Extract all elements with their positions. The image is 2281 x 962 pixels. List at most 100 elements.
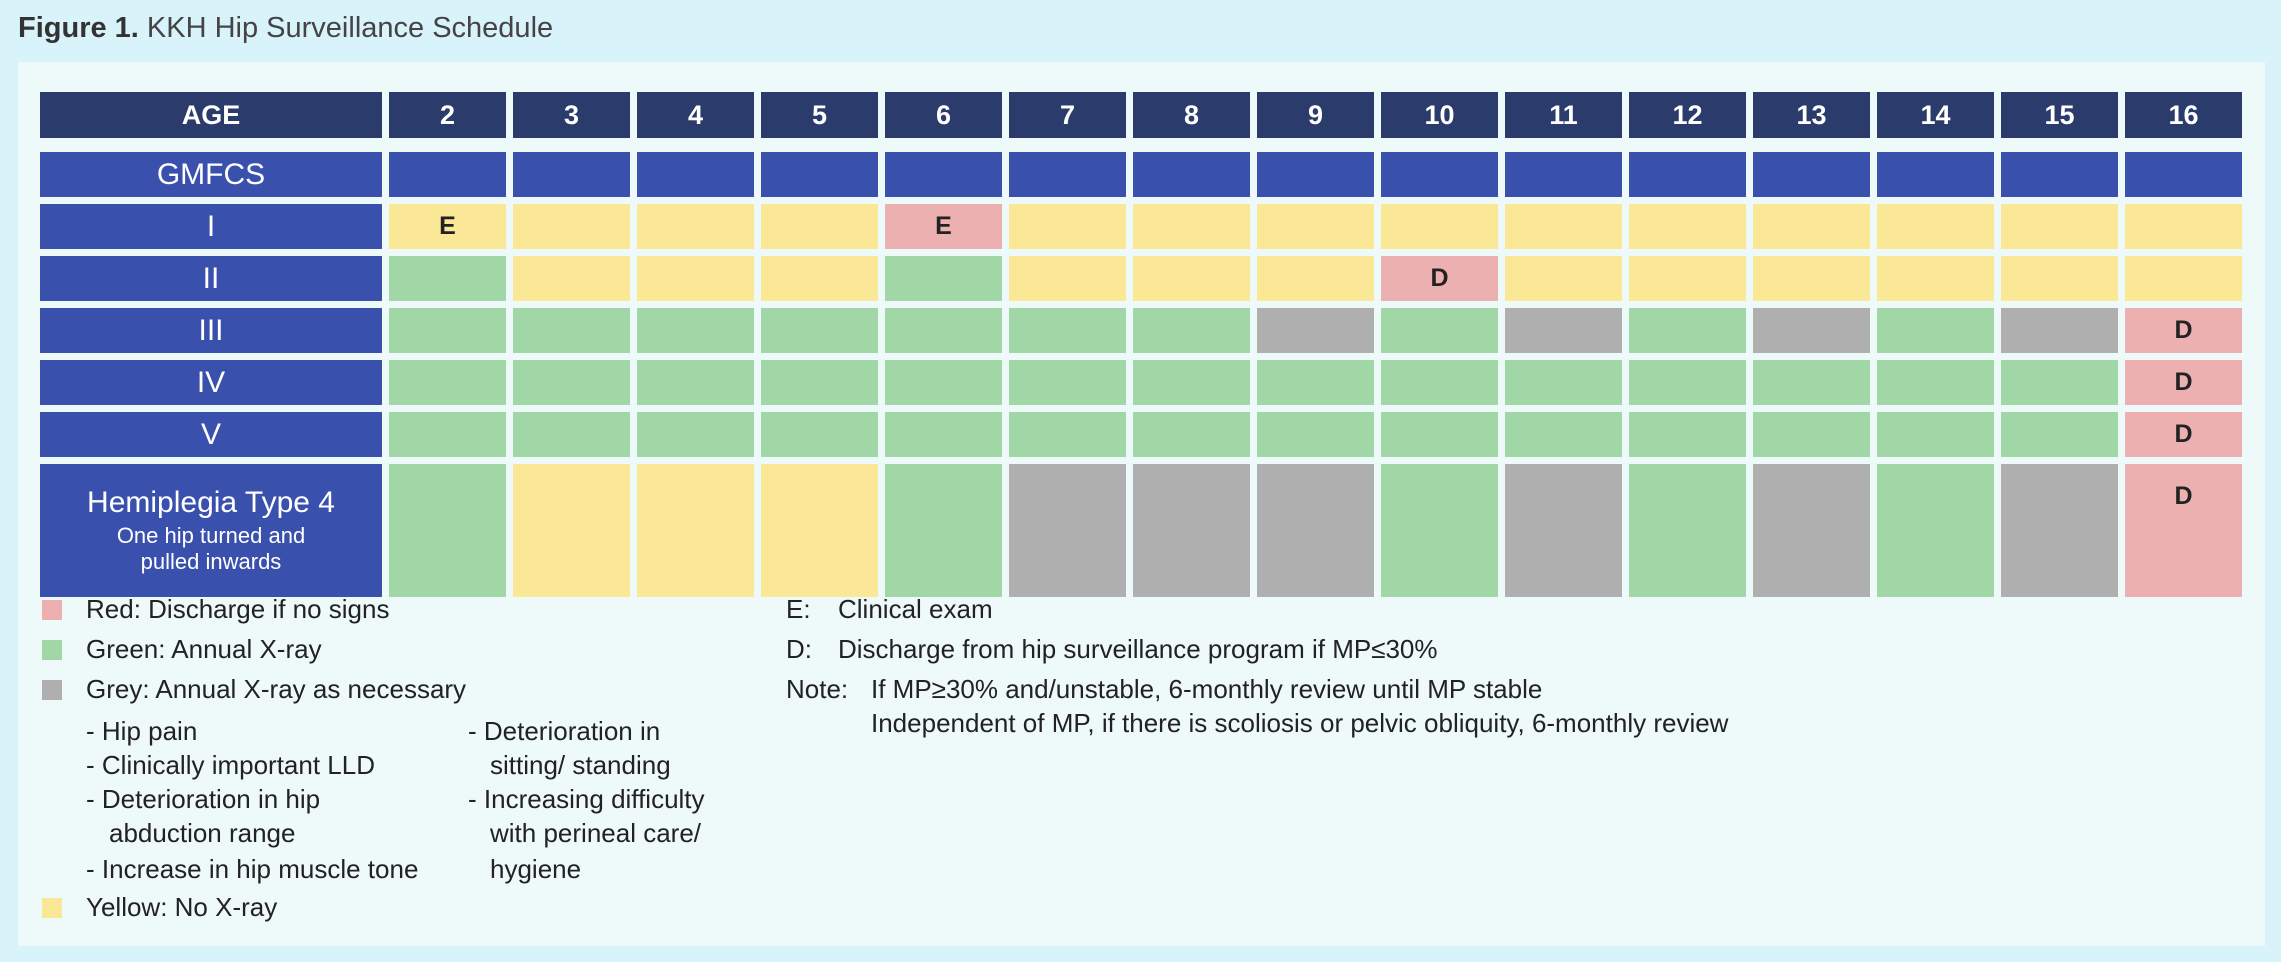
schedule-cell: D xyxy=(2125,308,2242,353)
schedule-cell xyxy=(513,308,630,353)
gmfcs-cell xyxy=(2125,152,2242,197)
schedule-cell xyxy=(1505,256,1622,301)
schedule-cell: D xyxy=(2125,464,2242,597)
age-header-cell: 4 xyxy=(637,92,754,138)
note-key: Note: xyxy=(786,674,849,704)
legend-grey: Grey: Annual X-ray as necessary xyxy=(86,674,467,704)
schedule-cell xyxy=(1381,360,1498,405)
age-header-cell: 3 xyxy=(513,92,630,138)
hemiplegia-label-sub: pulled inwards xyxy=(140,549,282,574)
schedule-cell xyxy=(1257,360,1374,405)
figure-title: Figure 1. KKH Hip Surveillance Schedule xyxy=(18,12,553,45)
schedule-cell xyxy=(1753,412,1870,457)
age-header-cell: 8 xyxy=(1133,92,1250,138)
schedule-cell xyxy=(637,464,754,597)
gmfcs-cell xyxy=(761,152,878,197)
gmfcs-level-row: III D xyxy=(40,308,2242,353)
age-header-cell: 15 xyxy=(2001,92,2118,138)
legend-red: Red: Discharge if no signs xyxy=(86,594,390,624)
note-line-1: If MP≥30% and/unstable, 6-monthly review… xyxy=(871,674,1543,704)
age-header-cell: 6 xyxy=(885,92,1002,138)
note-d-text: Discharge from hip surveillance program … xyxy=(838,634,1438,664)
schedule-cell xyxy=(1629,256,1746,301)
schedule-cell xyxy=(1629,412,1746,457)
schedule-cell xyxy=(513,204,630,249)
schedule-cell xyxy=(885,464,1002,597)
age-header-cell: 7 xyxy=(1009,92,1126,138)
gmfcs-cell xyxy=(1133,152,1250,197)
schedule-cell xyxy=(513,412,630,457)
gmfcs-cell xyxy=(637,152,754,197)
figure-title-text: KKH Hip Surveillance Schedule xyxy=(146,12,554,44)
schedule-cell xyxy=(1381,204,1498,249)
hemiplegia-label-main: Hemiplegia Type 4 xyxy=(87,485,335,519)
schedule-cell xyxy=(761,308,878,353)
grey-bullet: - Hip pain xyxy=(86,716,198,746)
schedule-cell xyxy=(1009,256,1126,301)
gmfcs-level-label: IV xyxy=(40,360,382,405)
schedule-cell xyxy=(1753,256,1870,301)
schedule-cell xyxy=(513,360,630,405)
schedule-cell xyxy=(885,360,1002,405)
schedule-cell xyxy=(637,204,754,249)
schedule-cell xyxy=(1133,204,1250,249)
grey-bullet-continued: sitting/ standing xyxy=(490,750,671,780)
legend-red-swatch xyxy=(42,600,62,620)
grey-bullet: - Clinically important LLD xyxy=(86,750,375,780)
gmfcs-cell xyxy=(1257,152,1374,197)
gmfcs-cell xyxy=(1877,152,1994,197)
hemiplegia-label: Hemiplegia Type 4 One hip turned and pulle… xyxy=(40,464,382,597)
schedule-cell xyxy=(1753,204,1870,249)
gmfcs-label: GMFCS xyxy=(40,152,382,197)
age-header-cell: 2 xyxy=(389,92,506,138)
schedule-cell xyxy=(1877,360,1994,405)
schedule-cell xyxy=(1257,308,1374,353)
gmfcs-cell xyxy=(1753,152,1870,197)
schedule-cell xyxy=(1257,204,1374,249)
age-header: AGE xyxy=(40,92,382,138)
grey-bullet-continued: abduction range xyxy=(109,818,296,848)
gmfcs-level-label: V xyxy=(40,412,382,457)
gmfcs-level-label: III xyxy=(40,308,382,353)
surveillance-table: AGE 2 3 4 5 6 7 8 9 10 11 12 13 14 15 16 GMFCS I E E II D I… xyxy=(33,85,2249,604)
age-header-cell: 10 xyxy=(1381,92,1498,138)
grey-bullet: - Increase in hip muscle tone xyxy=(86,854,419,884)
gmfcs-row: GMFCS xyxy=(40,152,2242,197)
schedule-cell xyxy=(1257,464,1374,597)
schedule-cell xyxy=(761,412,878,457)
schedule-cell xyxy=(1505,308,1622,353)
gmfcs-cell xyxy=(513,152,630,197)
schedule-cell xyxy=(1629,464,1746,597)
schedule-cell xyxy=(1133,464,1250,597)
grey-bullet: - Increasing difficulty xyxy=(468,784,705,814)
age-header-cell: 11 xyxy=(1505,92,1622,138)
gmfcs-cell xyxy=(1505,152,1622,197)
gmfcs-cell xyxy=(885,152,1002,197)
schedule-cell xyxy=(2001,464,2118,597)
gmfcs-cell xyxy=(1629,152,1746,197)
schedule-cell xyxy=(1753,360,1870,405)
schedule-cell xyxy=(1877,308,1994,353)
gmfcs-cell xyxy=(1009,152,1126,197)
schedule-cell xyxy=(1629,308,1746,353)
schedule-cell xyxy=(1257,412,1374,457)
schedule-cell: E xyxy=(389,204,506,249)
schedule-cell xyxy=(1133,256,1250,301)
schedule-cell xyxy=(389,256,506,301)
legend-green: Green: Annual X-ray xyxy=(86,634,322,664)
note-e-text: Clinical exam xyxy=(838,594,993,624)
gmfcs-cell xyxy=(1381,152,1498,197)
figure-panel: AGE 2 3 4 5 6 7 8 9 10 11 12 13 14 15 16 GMFCS I E E II D I… xyxy=(18,62,2265,946)
schedule-cell xyxy=(389,412,506,457)
schedule-cell xyxy=(1009,412,1126,457)
schedule-cell xyxy=(1877,412,1994,457)
schedule-cell xyxy=(761,464,878,597)
gmfcs-level-label: II xyxy=(40,256,382,301)
legend-yellow-swatch xyxy=(42,898,62,918)
schedule-cell xyxy=(1629,360,1746,405)
schedule-cell xyxy=(1009,308,1126,353)
schedule-cell xyxy=(2125,256,2242,301)
note-line-2: Independent of MP, if there is scoliosis… xyxy=(871,708,1729,738)
grey-bullet-continued: hygiene xyxy=(490,854,582,884)
